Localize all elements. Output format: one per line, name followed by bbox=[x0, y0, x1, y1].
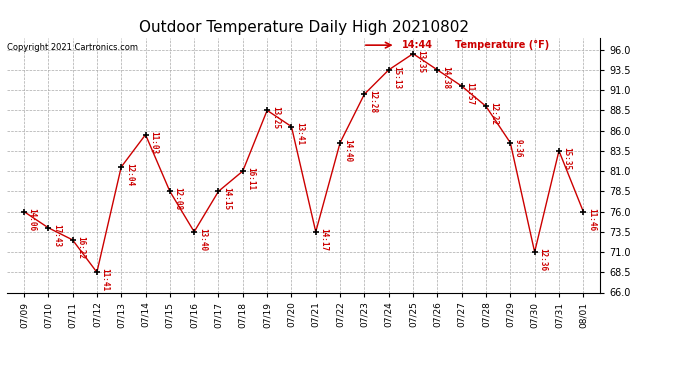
Text: 13:35: 13:35 bbox=[417, 50, 426, 73]
Text: 11:03: 11:03 bbox=[149, 130, 158, 154]
Text: 13:40: 13:40 bbox=[198, 228, 207, 251]
Text: 16:22: 16:22 bbox=[76, 236, 85, 259]
Text: 12:22: 12:22 bbox=[490, 102, 499, 125]
Text: 11:57: 11:57 bbox=[465, 82, 474, 105]
Text: 12:28: 12:28 bbox=[368, 90, 377, 113]
Text: 13:41: 13:41 bbox=[295, 123, 304, 146]
Text: 14:15: 14:15 bbox=[222, 187, 231, 210]
Text: 17:43: 17:43 bbox=[52, 224, 61, 247]
Text: Temperature (°F): Temperature (°F) bbox=[455, 40, 549, 50]
Text: 9:36: 9:36 bbox=[514, 139, 523, 157]
Text: 14:44: 14:44 bbox=[402, 40, 433, 50]
Text: 16:11: 16:11 bbox=[246, 167, 255, 190]
Text: 15:35: 15:35 bbox=[562, 147, 571, 170]
Title: Outdoor Temperature Daily High 20210802: Outdoor Temperature Daily High 20210802 bbox=[139, 20, 469, 35]
Text: 12:36: 12:36 bbox=[538, 248, 547, 271]
Text: Copyright 2021 Cartronics.com: Copyright 2021 Cartronics.com bbox=[7, 43, 138, 52]
Text: 11:41: 11:41 bbox=[101, 268, 110, 291]
Text: 12:08: 12:08 bbox=[173, 187, 182, 210]
Text: 14:17: 14:17 bbox=[319, 228, 328, 251]
Text: 14:40: 14:40 bbox=[344, 139, 353, 162]
Text: 15:13: 15:13 bbox=[393, 66, 402, 89]
Text: 14:06: 14:06 bbox=[28, 207, 37, 231]
Text: 13:25: 13:25 bbox=[270, 106, 279, 129]
Text: 11:46: 11:46 bbox=[587, 207, 596, 231]
Text: 12:04: 12:04 bbox=[125, 163, 134, 186]
Text: 14:38: 14:38 bbox=[441, 66, 450, 89]
